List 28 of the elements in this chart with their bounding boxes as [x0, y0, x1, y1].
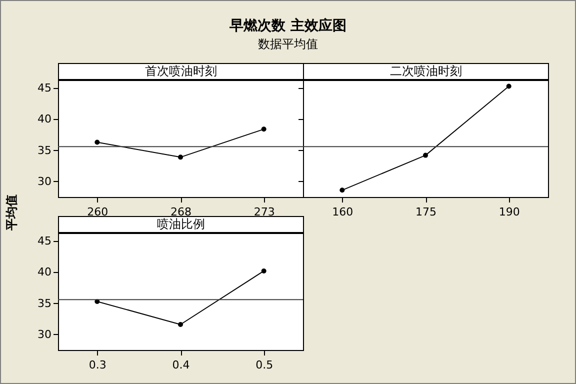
x-tick-label: 260 — [87, 206, 108, 218]
y-tick-label: 30 — [38, 174, 52, 188]
y-tick-label: 30 — [38, 328, 52, 341]
point — [261, 126, 266, 132]
point — [178, 154, 183, 160]
y-tick-label: 45 — [38, 82, 52, 95]
x-tick-label: 268 — [170, 206, 192, 218]
text: 数据平均值 — [257, 36, 319, 53]
x-tick-label: 160 — [332, 206, 354, 218]
x-tick-label: 175 — [416, 206, 436, 218]
x-tick-label: 0.4 — [172, 358, 190, 372]
x-tick-label: 190 — [498, 206, 520, 218]
point — [178, 322, 183, 327]
point — [94, 140, 100, 145]
y-tick-label: 35 — [38, 144, 52, 157]
x-tick-label: 273 — [254, 206, 275, 218]
y-tick-label: 45 — [38, 234, 52, 248]
x-tick-label: 0.3 — [88, 358, 106, 372]
y-tick-label: 35 — [38, 296, 52, 310]
x-tick-label: 0.5 — [256, 358, 274, 372]
text: 早燃次数 主效应图 — [228, 17, 348, 35]
y-tick-label: 40 — [38, 266, 52, 279]
y-axis-title: 平均值 — [4, 194, 18, 232]
chart-title: 喷油比例 — [157, 217, 205, 231]
y-tick-label: 40 — [38, 112, 52, 126]
chart-title: 二次喷油时刻 — [303, 63, 549, 80]
chart-title: 首次喷油时刻 — [58, 63, 304, 80]
point — [261, 268, 266, 274]
